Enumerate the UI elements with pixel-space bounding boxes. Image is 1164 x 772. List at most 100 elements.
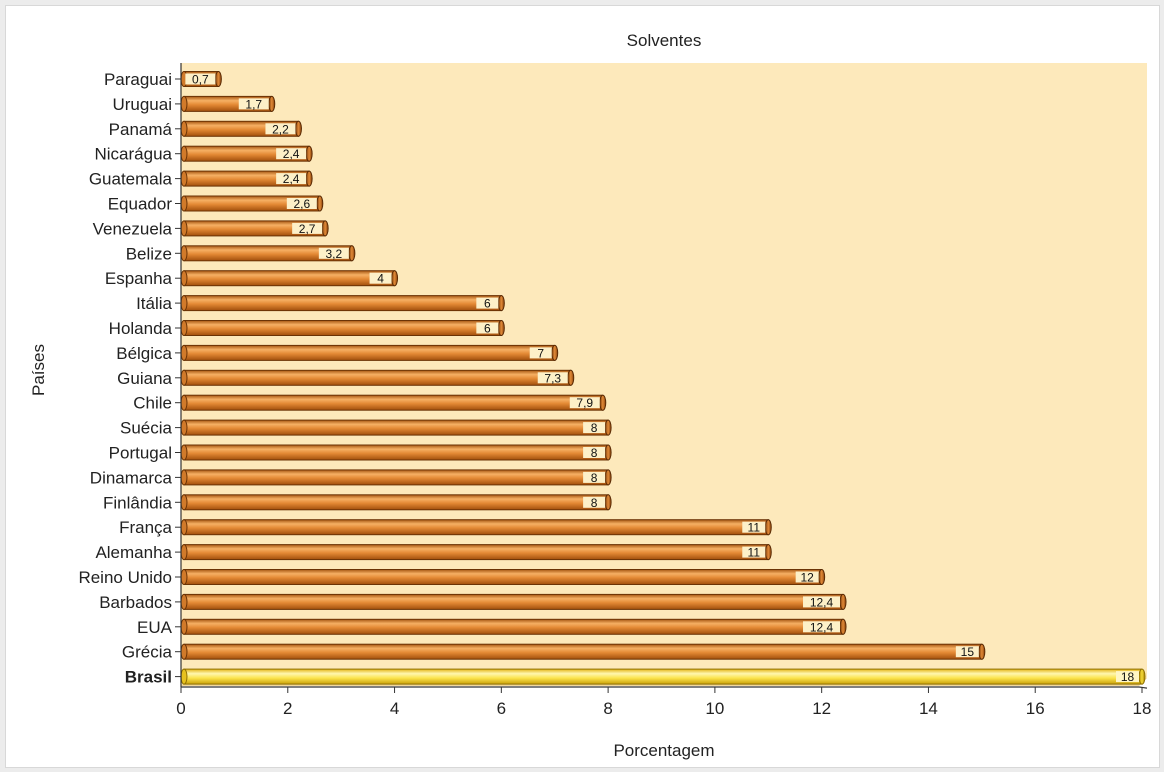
bar-belize: 3,2 bbox=[180, 245, 356, 262]
bar-reino-unido: 12 bbox=[180, 569, 826, 585]
bar-end-cap bbox=[294, 120, 302, 137]
bar-body bbox=[183, 344, 556, 361]
value-label-box bbox=[185, 73, 216, 85]
bar-end-cap bbox=[839, 593, 847, 610]
bar-body bbox=[183, 419, 609, 436]
bar-end-cap bbox=[305, 145, 313, 162]
value-label: 7 bbox=[537, 346, 544, 360]
value-label: 18 bbox=[1121, 670, 1135, 684]
y-tick-label: Suécia bbox=[120, 419, 173, 438]
bar-portugal: 8 bbox=[180, 444, 612, 461]
value-label-box bbox=[476, 322, 499, 334]
value-label-box bbox=[583, 447, 606, 458]
value-label: 0,7 bbox=[192, 73, 209, 87]
x-tick-label: 8 bbox=[603, 699, 612, 718]
bar-italia: 6 bbox=[180, 295, 505, 312]
bar-end-cap bbox=[764, 519, 772, 536]
bar-end-cap bbox=[497, 320, 505, 336]
bar-end-cap bbox=[567, 369, 575, 386]
value-label-box bbox=[537, 372, 568, 384]
bar-end-cap bbox=[818, 569, 826, 585]
y-tick-label: Alemanha bbox=[95, 543, 172, 562]
bar-start-cap bbox=[180, 220, 188, 237]
bar-end-cap bbox=[348, 245, 356, 262]
bar-end-cap bbox=[321, 220, 329, 237]
value-label-box bbox=[803, 621, 841, 633]
value-label-box bbox=[742, 546, 766, 558]
bar-start-cap bbox=[180, 270, 188, 287]
value-label-box bbox=[369, 272, 392, 284]
bar-body bbox=[183, 469, 609, 486]
bar-end-cap bbox=[214, 71, 222, 87]
value-label-box bbox=[583, 422, 606, 434]
bar-body bbox=[183, 618, 844, 635]
bar-end-cap bbox=[391, 270, 399, 287]
bar-start-cap bbox=[180, 519, 188, 536]
bar-end-cap bbox=[604, 419, 612, 436]
x-tick-label: 0 bbox=[176, 699, 185, 718]
bar-body bbox=[183, 295, 502, 312]
bar-end-cap bbox=[316, 195, 324, 212]
y-tick-label: EUA bbox=[137, 618, 173, 637]
bar-end-cap bbox=[604, 469, 612, 486]
y-tick-label: Grécia bbox=[122, 643, 173, 662]
value-label: 8 bbox=[591, 421, 598, 435]
value-label: 8 bbox=[591, 471, 598, 485]
bar-nicaragua: 2,4 bbox=[180, 145, 313, 162]
x-axis: 0 2 4 6 8 10 12 14 16 18 bbox=[176, 63, 1151, 718]
y-axis-title: Países bbox=[29, 344, 48, 396]
bar-start-cap bbox=[180, 245, 188, 262]
bar-end-cap bbox=[978, 643, 986, 660]
bar-start-cap bbox=[180, 320, 188, 336]
bar-start-cap bbox=[180, 344, 188, 361]
bar-start-cap bbox=[180, 668, 188, 685]
x-tick-label: 2 bbox=[283, 699, 292, 718]
value-label-box bbox=[238, 98, 269, 110]
bar-body bbox=[183, 519, 769, 536]
bar-start-cap bbox=[180, 494, 188, 511]
bar-start-cap bbox=[180, 394, 188, 411]
value-label: 4 bbox=[377, 272, 384, 286]
bar-paraguai: 0,7 bbox=[180, 71, 222, 87]
bar-holanda: 6 bbox=[180, 320, 505, 336]
bar-brasil: 18 bbox=[180, 668, 1146, 685]
bar-chile: 7,9 bbox=[180, 394, 607, 411]
y-tick-label: Guiana bbox=[117, 369, 172, 388]
value-label-box bbox=[276, 173, 307, 185]
y-tick-label: Holanda bbox=[109, 319, 173, 338]
bar-suecia: 8 bbox=[180, 419, 612, 436]
bar-body bbox=[183, 569, 823, 585]
value-label-box bbox=[955, 646, 979, 658]
bar-body bbox=[183, 394, 604, 411]
x-tick-label: 14 bbox=[919, 699, 938, 718]
bar-end-cap bbox=[551, 344, 559, 361]
bar-body bbox=[183, 544, 769, 561]
y-tick-label: Venezuela bbox=[93, 219, 173, 238]
bar-body bbox=[183, 643, 983, 660]
value-label: 6 bbox=[484, 322, 491, 336]
value-label-box bbox=[276, 148, 307, 160]
y-tick-label: Itália bbox=[136, 294, 172, 313]
value-label-box bbox=[529, 347, 552, 359]
bar-grecia: 15 bbox=[180, 643, 986, 660]
bar-equador: 2,6 bbox=[180, 195, 324, 212]
bar-start-cap bbox=[180, 145, 188, 162]
bar-start-cap bbox=[180, 618, 188, 635]
x-axis-title: Porcentagem bbox=[613, 741, 714, 760]
bar-body bbox=[183, 494, 609, 511]
x-tick-label: 4 bbox=[390, 699, 399, 718]
value-label: 15 bbox=[961, 645, 975, 659]
value-label-box bbox=[795, 571, 819, 583]
bar-end-cap bbox=[305, 170, 313, 187]
y-tick-label: França bbox=[119, 518, 172, 537]
value-label-box bbox=[583, 496, 606, 508]
y-tick-label: Espanha bbox=[105, 269, 173, 288]
bar-dinamarca: 8 bbox=[180, 469, 612, 486]
bar-guiana: 7,3 bbox=[180, 369, 575, 386]
bar-start-cap bbox=[180, 419, 188, 436]
value-label-box bbox=[569, 397, 600, 409]
x-tick-label: 18 bbox=[1133, 699, 1152, 718]
y-tick-label: Panamá bbox=[109, 120, 173, 139]
value-label: 3,2 bbox=[326, 247, 343, 261]
bar-end-cap bbox=[599, 394, 607, 411]
